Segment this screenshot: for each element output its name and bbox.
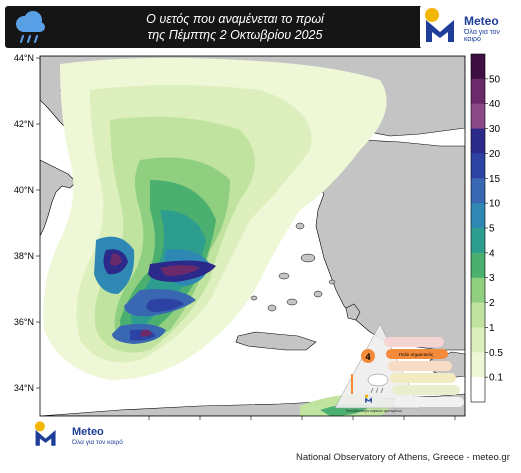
colorbar-swatch — [471, 153, 485, 179]
colorbar-label: 2 — [489, 298, 495, 309]
title-line-1: Ο υετός που αναμένεται το πρωί — [146, 12, 324, 26]
colorbar-swatch — [471, 128, 485, 154]
meteo-logo: Meteo Όλα για τον καιρό — [420, 6, 515, 48]
meteo-logo-bottom: Meteo Όλα για τον καιρό — [24, 420, 124, 450]
colorbar-label: 0.1 — [489, 373, 503, 384]
logo-tagline-bottom: Όλα για τον καιρό — [72, 439, 123, 446]
colorbar-swatch — [471, 377, 485, 403]
colorbar-label: 15 — [489, 174, 501, 185]
colorbar-swatch — [471, 252, 485, 279]
colorbar-swatch — [471, 103, 485, 130]
warning-level-number: 4 — [365, 352, 370, 362]
colorbar-swatch — [471, 352, 485, 378]
latitude-labels: 44°N 42°N 40°N 38°N 36°N 34°N — [14, 53, 40, 393]
meteo-m-icon-bottom — [34, 421, 56, 446]
colorbar-label: 3 — [489, 273, 495, 284]
precipitation-map: 4 Πολύ σημαντικός Επικινδυνότητα καιρικώ… — [14, 53, 503, 420]
lat-tick-label: 42°N — [14, 119, 34, 129]
colorbar-label: 40 — [489, 99, 501, 110]
logo-name: Meteo — [464, 14, 499, 28]
colorbar: 50 40 30 20 15 10 5 4 3 2 1 0.5 0.1 — [470, 53, 503, 403]
colorbar-label: 1 — [489, 323, 495, 334]
logo-tagline: Όλα για τον καιρό — [464, 29, 500, 43]
title-line-2: της Πέμπτης 2 Οκτωβρίου 2025 — [147, 28, 323, 42]
colorbar-label: 4 — [489, 248, 495, 259]
warning-level-label: Πολύ σημαντικός — [399, 351, 434, 357]
warning-level-panel: 4 Πολύ σημαντικός Επικινδυνότητα καιρικώ… — [334, 323, 464, 413]
colorbar-label: 10 — [489, 199, 501, 210]
meteo-m-icon — [425, 8, 454, 42]
colorbar-label: 20 — [489, 149, 501, 160]
weather-cloud-icon — [367, 373, 389, 394]
precipitation-field — [43, 57, 390, 416]
lat-tick-label: 40°N — [14, 185, 34, 195]
logo-name-bottom: Meteo — [72, 426, 104, 438]
lat-tick-label: 36°N — [14, 317, 34, 327]
map-frame — [39, 55, 466, 417]
warning-level-badge — [361, 349, 375, 363]
colorbar-swatch — [471, 203, 485, 229]
colorbar-label: 50 — [489, 74, 501, 85]
colorbar-swatch — [471, 228, 485, 254]
colorbar-swatch — [471, 277, 485, 304]
colorbar-swatch — [471, 302, 485, 328]
colorbar-label: 5 — [489, 224, 495, 235]
warning-panel-footer: Επικινδυνότητα καιρικών φαινομένων — [346, 409, 402, 413]
header-bar: Ο υετός που αναμένεται το πρωί της Πέμπτ… — [5, 6, 515, 48]
lat-tick-label: 34°N — [14, 383, 34, 393]
lat-tick-label: 38°N — [14, 251, 34, 261]
credit-text: National Observatory of Athens, Greece -… — [296, 452, 510, 463]
lat-tick-label: 44°N — [14, 53, 34, 63]
colorbar-swatch — [471, 78, 485, 105]
colorbar-swatch — [471, 54, 485, 80]
longitude-labels: 20°E22°E24°E26°E28°E30°E32°E — [148, 416, 456, 420]
colorbar-label: 30 — [489, 124, 501, 135]
warning-meteo-icon — [364, 394, 372, 403]
colorbar-swatch — [471, 327, 485, 353]
rain-cloud-icon — [16, 11, 45, 43]
colorbar-label: 0.5 — [489, 348, 503, 359]
page-title: Ο υετός που αναμένεται το πρωί της Πέμπτ… — [65, 11, 405, 43]
colorbar-swatch — [471, 178, 485, 204]
